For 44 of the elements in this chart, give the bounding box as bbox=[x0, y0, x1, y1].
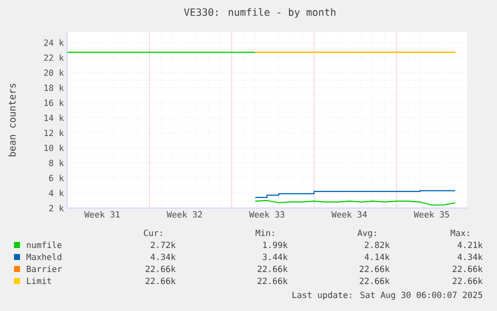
text: Min: bbox=[256, 230, 274, 236]
text: 22.66k bbox=[146, 266, 176, 272]
text: Avg: bbox=[357, 230, 376, 238]
text: 3.44k bbox=[262, 254, 288, 260]
text: 4.34k bbox=[458, 254, 483, 260]
y-tick-label: 20 k bbox=[44, 69, 64, 76]
y-tick-label: 18 k bbox=[44, 84, 64, 91]
text: 22.66k bbox=[258, 278, 288, 284]
text: 22.66k bbox=[452, 266, 483, 272]
y-tick-label: 2 k bbox=[49, 204, 64, 212]
text: 4.21k bbox=[458, 242, 483, 248]
legend-label: Barrier bbox=[26, 266, 62, 272]
text: Cur: bbox=[144, 230, 162, 236]
legend-label: Maxheld bbox=[26, 253, 62, 260]
x-tick-label: Week 34 bbox=[331, 211, 367, 218]
x-tick-label: Week 31 bbox=[84, 211, 120, 218]
chart-title: VE330: numfile - by month bbox=[184, 8, 336, 18]
text: 2.82k bbox=[364, 242, 390, 248]
y-tick-label: 6 k bbox=[49, 174, 64, 182]
text: 1.99k bbox=[263, 242, 288, 248]
text: 22.66k bbox=[146, 278, 176, 284]
y-tick-label: 14 k bbox=[44, 114, 64, 121]
x-tick-label: Week 32 bbox=[166, 211, 202, 218]
text: 22.66k bbox=[360, 278, 390, 284]
y-tick-label: 4 k bbox=[49, 190, 64, 196]
y-tick-label: 22 k bbox=[44, 54, 64, 61]
legend-label: numfile bbox=[27, 241, 62, 248]
x-tick-label: Week 33 bbox=[249, 211, 284, 218]
legend-label: Limit bbox=[27, 278, 51, 284]
y-tick-label: 8 k bbox=[49, 160, 64, 166]
text: 22.66k bbox=[258, 266, 288, 272]
text: 22.66k bbox=[452, 278, 483, 284]
text: 4.14k bbox=[364, 254, 390, 260]
y-axis-title: bean counters bbox=[8, 84, 16, 156]
y-tick-label: 24 k bbox=[44, 39, 64, 46]
text: 4.34k bbox=[150, 254, 176, 260]
x-tick-label: Week 35 bbox=[414, 211, 449, 218]
y-tick-label: 10 k bbox=[44, 144, 64, 152]
text: Max: bbox=[450, 230, 469, 236]
y-tick-label: 12 k bbox=[44, 130, 64, 136]
text: Last update: Sat Aug 30 06:00:07 2025 bbox=[292, 292, 482, 300]
text: 2.72k bbox=[150, 242, 176, 248]
text: 22.66k bbox=[360, 266, 390, 272]
y-tick-label: 16 k bbox=[44, 99, 64, 106]
